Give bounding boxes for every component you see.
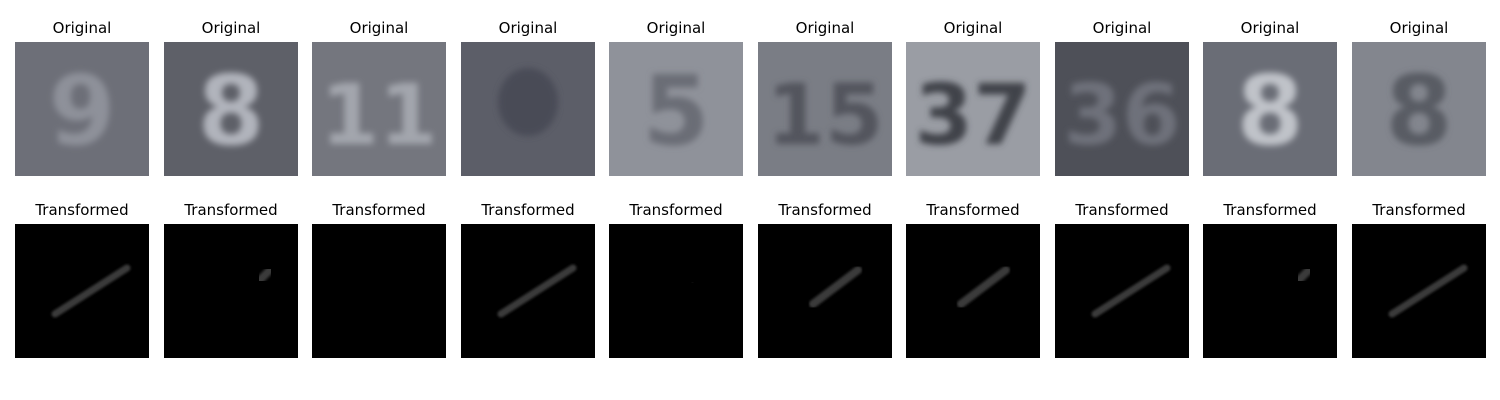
stroke-mark [51, 264, 131, 318]
transformed-image-6 [758, 224, 892, 358]
stroke-mark [1388, 264, 1468, 318]
original-image-6: 15 [758, 42, 892, 176]
blurred-digits: 11 [321, 66, 438, 164]
original-title-7: Original [943, 19, 1003, 37]
transformed-title-6: Transformed [778, 201, 872, 219]
transformed-image-3 [312, 224, 446, 358]
original-title-1: Original [52, 19, 112, 37]
transformed-image-7 [906, 224, 1040, 358]
transformed-image-2 [164, 224, 298, 358]
blurred-digits: 8 [198, 55, 265, 167]
blurred-digits: 37 [915, 66, 1032, 164]
transformed-title-1: Transformed [35, 201, 129, 219]
original-image-9: 8 [1203, 42, 1337, 176]
transformed-image-5 [609, 224, 743, 358]
blurred-digits: 8 [1386, 55, 1453, 167]
transformed-image-1 [15, 224, 149, 358]
original-image-1: 9 [15, 42, 149, 176]
blurred-digits: 15 [767, 66, 884, 164]
transformed-image-10 [1352, 224, 1486, 358]
transformed-title-7: Transformed [926, 201, 1020, 219]
transformed-title-9: Transformed [1223, 201, 1317, 219]
stroke-mark [809, 266, 862, 308]
blurred-digits: 36 [1064, 66, 1181, 164]
original-title-8: Original [1092, 19, 1152, 37]
original-image-4 [461, 42, 595, 176]
original-image-5: 5 [609, 42, 743, 176]
original-image-2: 8 [164, 42, 298, 176]
original-title-10: Original [1389, 19, 1449, 37]
original-title-9: Original [1240, 19, 1300, 37]
original-image-8: 36 [1055, 42, 1189, 176]
blurred-digits: 8 [1237, 55, 1304, 167]
original-title-6: Original [795, 19, 855, 37]
original-image-10: 8 [1352, 42, 1486, 176]
blurred-digits: 9 [49, 55, 116, 167]
transformed-image-8 [1055, 224, 1189, 358]
original-title-3: Original [349, 19, 409, 37]
stroke-mark [497, 264, 577, 318]
transformed-image-9 [1203, 224, 1337, 358]
transformed-title-5: Transformed [629, 201, 723, 219]
original-image-3: 11 [312, 42, 446, 176]
transformed-title-2: Transformed [184, 201, 278, 219]
original-image-7: 37 [906, 42, 1040, 176]
transformed-title-3: Transformed [332, 201, 426, 219]
transformed-title-10: Transformed [1372, 201, 1466, 219]
transformed-image-4 [461, 224, 595, 358]
stroke-mark [957, 266, 1010, 308]
original-title-4: Original [498, 19, 558, 37]
stroke-mark [1295, 266, 1313, 284]
transformed-title-8: Transformed [1075, 201, 1169, 219]
transformed-title-4: Transformed [481, 201, 575, 219]
stroke-mark [691, 281, 694, 284]
blurred-digits: 5 [643, 55, 710, 167]
stroke-mark [256, 266, 274, 284]
original-title-5: Original [646, 19, 706, 37]
stroke-mark [1091, 264, 1171, 318]
original-title-2: Original [201, 19, 261, 37]
